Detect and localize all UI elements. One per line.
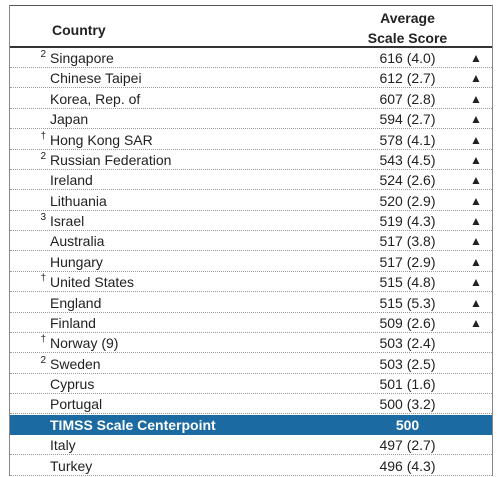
footnote-mark: 2 [40,354,46,366]
significance-arrow: ▲ [470,254,482,269]
score: 515 (5.3) [379,294,436,311]
significance-arrow: ▲ [470,51,482,65]
table-row: Australia 517 (3.8) ▲ [10,231,492,252]
country: Turkey [50,457,93,474]
country: Israel [50,213,85,230]
score: 607 (2.8) [379,90,436,107]
table-row: Finland 509 (2.6) ▲ [10,313,492,333]
country: Australia [50,233,105,250]
table-row: Ireland 524 (2.6) ▲ [10,170,492,191]
score: 520 (2.9) [379,192,436,209]
significance-arrow: ▲ [470,275,482,290]
significance-arrow: ▲ [470,71,482,86]
country: Russian Federation [50,151,172,168]
significance-arrow: ▲ [470,132,482,147]
top-rule [9,5,493,6]
score: 543 (4.5) [379,151,436,168]
country: Lithuania [50,192,107,209]
score-header: Average [380,10,435,26]
significance-arrow: ▲ [470,234,482,249]
table-row: † United States 515 (4.8) ▲ [10,272,492,293]
right-border [492,5,493,476]
footnote-mark: † [40,130,46,142]
significance-arrow: ▲ [470,152,482,167]
score: 497 (2.7) [379,437,436,454]
footnote-mark: 3 [40,212,46,224]
country: Singapore [50,50,114,66]
table-row: 2 Sweden 503 (2.5) [10,354,492,374]
table-row: Cyprus 501 (1.6) [10,374,492,395]
table-row: Turkey 496 (4.3) [10,456,492,476]
country: Korea, Rep. of [50,90,141,107]
score: 517 (2.9) [379,253,436,270]
significance-arrow: ▲ [470,173,482,188]
footnote-mark: † [40,273,46,285]
score: 594 (2.7) [379,111,436,128]
score: 616 (4.0) [379,50,436,66]
country: TIMSS Scale Centerpoint [50,416,216,433]
table-row: 2 Singapore 616 (4.0) ▲ [10,48,492,68]
country: Portugal [50,396,103,413]
score: 509 (2.6) [379,314,436,331]
footnote-mark: † [40,334,46,346]
significance-arrow: ▲ [470,91,482,106]
left-border [9,5,10,476]
significance-arrow: ▲ [470,112,482,127]
country: Sweden [50,355,101,372]
score: 503 (2.4) [379,335,436,352]
score: 612 (2.7) [379,70,436,87]
country: Ireland [50,172,93,189]
country: United States [50,274,135,291]
significance-arrow: ▲ [470,315,482,330]
score: 500 [395,416,420,433]
score: 517 (3.8) [379,233,436,250]
country: Chinese Taipei [50,70,142,87]
score: 503 (2.5) [379,355,436,372]
country: Cyprus [50,376,95,393]
table-row: 3 Israel 519 (4.3) ▲ [10,211,492,232]
highlight-row: TIMSS Scale Centerpoint 500 [10,414,492,435]
score: 519 (4.3) [379,213,436,230]
table-row: Lithuania 520 (2.9) ▲ [10,191,492,211]
country: Hungary [50,253,103,270]
table-row: 2 Russian Federation 543 (4.5) ▲ [10,150,492,170]
score: 515 (4.8) [379,274,436,291]
header-rule [9,46,493,48]
significance-arrow: ▲ [470,193,482,208]
country: Japan [50,111,89,128]
country: Norway (9) [50,335,119,352]
table-row: † Hong Kong SAR 578 (4.1) ▲ [10,130,492,150]
score: 500 (3.2) [379,396,436,413]
score-header: Scale Score [367,30,448,46]
table-row: Chinese Taipei 612 (2.7) ▲ [10,68,492,89]
significance-arrow: ▲ [470,214,482,229]
country: Italy [50,437,76,454]
significance-arrow: ▲ [470,295,482,310]
score: 578 (4.1) [379,131,436,148]
table-row: Italy 497 (2.7) [10,435,492,456]
table-row: Korea, Rep. of 607 (2.8) ▲ [10,89,492,109]
footnote-mark: 2 [40,49,46,60]
table-row: Portugal 500 (3.2) [10,394,492,415]
footnote-mark: 2 [40,150,46,162]
table-row: England 515 (5.3) ▲ [10,293,492,313]
country: England [50,294,102,311]
table-row: Hungary 517 (2.9) ▲ [10,252,492,272]
table-row: † Norway (9) 503 (2.4) [10,333,492,354]
score: 524 (2.6) [379,172,436,189]
score: 496 (4.3) [379,457,436,474]
country: Hong Kong SAR [50,131,153,148]
country: Finland [50,314,96,331]
table-row: Japan 594 (2.7) ▲ [10,109,492,130]
country-header: Country [52,22,106,38]
score: 501 (1.6) [379,376,436,393]
